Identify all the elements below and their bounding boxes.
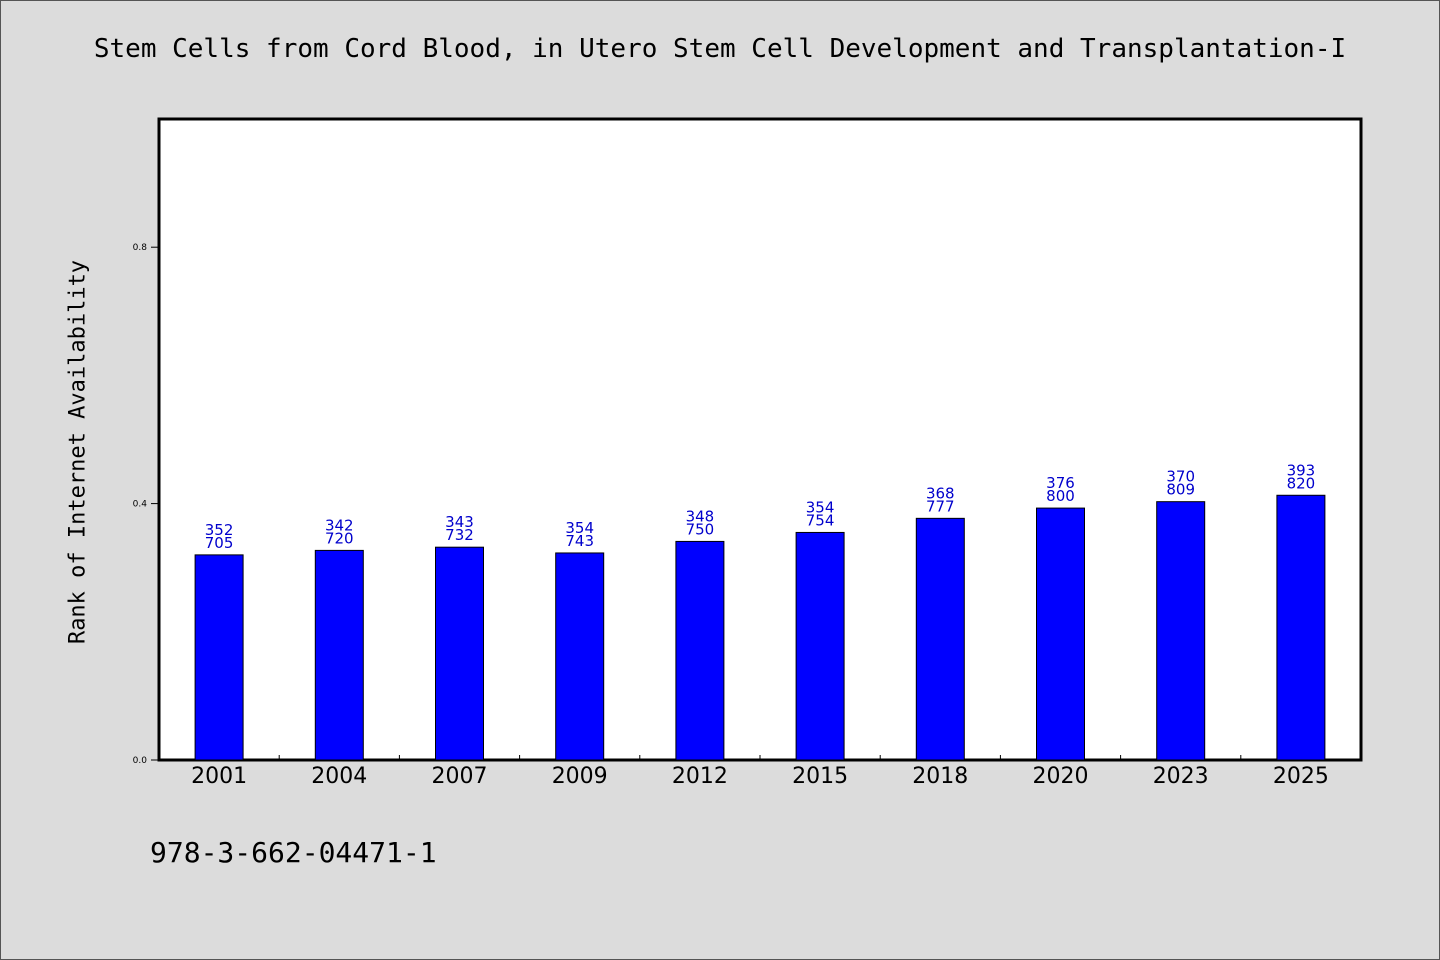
x-tick-label: 2001 [191, 764, 247, 789]
bar-2023 [1156, 501, 1206, 761]
labels-layer: 2001352705200434272020073437322009354743… [191, 461, 1329, 789]
bar-2020 [1036, 507, 1085, 761]
bars-layer [194, 494, 1326, 761]
data-label-bottom: 754 [806, 511, 835, 529]
ticks-layer: 0.0 0.4 0.8 [133, 243, 1242, 766]
data-label-bottom: 743 [565, 532, 594, 550]
data-label-bottom: 732 [445, 526, 474, 544]
chart-title: Stem Cells from Cord Blood, in Utero Ste… [93, 34, 1347, 64]
bar-2004 [314, 549, 364, 761]
x-tick-label: 2023 [1153, 764, 1209, 789]
bar-2012 [675, 540, 725, 761]
data-label-top: 370 [1166, 468, 1195, 486]
data-label-top: 343 [445, 513, 474, 531]
data-label-bottom: 820 [1287, 474, 1316, 492]
data-label-bottom: 750 [686, 520, 715, 538]
data-label-top: 342 [325, 516, 354, 534]
data-label-top: 352 [205, 521, 234, 539]
isbn-label: 978-3-662-04471-1 [150, 836, 437, 869]
y-tick-label: 0.4 [133, 500, 148, 510]
data-label-top: 376 [1046, 474, 1075, 492]
bar-2001 [194, 554, 244, 761]
data-label-top: 354 [565, 519, 594, 537]
data-label-bottom: 800 [1046, 487, 1075, 505]
data-label-top: 348 [686, 507, 715, 525]
bar-2009 [555, 552, 605, 761]
data-label-top: 393 [1287, 461, 1316, 479]
x-tick-label: 2020 [1033, 764, 1089, 789]
bar-2007 [435, 546, 484, 761]
data-label-top: 368 [926, 484, 955, 502]
bar-2025 [1276, 494, 1326, 761]
x-tick-label: 2009 [552, 764, 608, 789]
y-tick-label: 0.0 [133, 756, 148, 766]
x-tick-label: 2025 [1273, 764, 1329, 789]
data-label-bottom: 705 [205, 534, 234, 552]
data-label-bottom: 809 [1166, 481, 1195, 499]
x-tick-label: 2018 [912, 764, 968, 789]
y-tick-label: 0.8 [133, 243, 148, 253]
bar-2015 [795, 531, 845, 761]
bar-2018 [915, 517, 965, 761]
data-label-bottom: 777 [926, 497, 955, 515]
x-tick-label: 2004 [311, 764, 367, 789]
data-label-bottom: 720 [325, 529, 354, 547]
x-tick-label: 2007 [432, 764, 488, 789]
x-tick-label: 2015 [792, 764, 848, 789]
x-tick-label: 2012 [672, 764, 728, 789]
data-label-top: 354 [806, 498, 835, 516]
